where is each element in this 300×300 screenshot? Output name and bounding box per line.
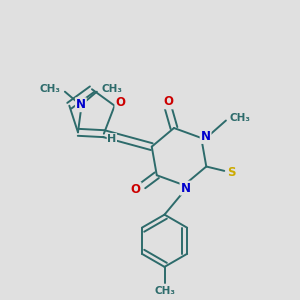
Text: H: H — [107, 134, 116, 144]
Text: N: N — [181, 182, 190, 195]
Text: CH₃: CH₃ — [40, 84, 61, 94]
Text: S: S — [227, 166, 235, 179]
Text: O: O — [116, 96, 125, 109]
Text: CH₃: CH₃ — [101, 84, 122, 94]
Text: CH₃: CH₃ — [154, 286, 175, 296]
Text: O: O — [163, 95, 173, 108]
Text: N: N — [201, 130, 211, 143]
Text: O: O — [130, 183, 141, 196]
Text: N: N — [76, 98, 86, 111]
Text: CH₃: CH₃ — [230, 113, 250, 123]
